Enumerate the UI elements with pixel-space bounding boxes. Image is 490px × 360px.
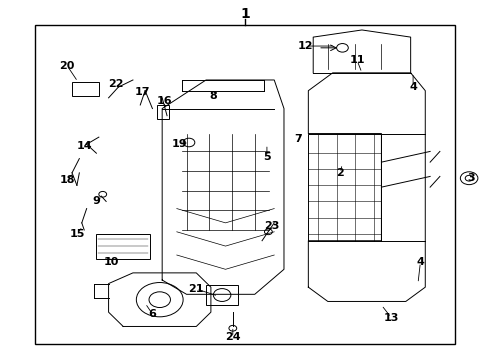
Text: 2: 2 <box>336 168 344 178</box>
Text: 14: 14 <box>76 141 92 151</box>
Text: 11: 11 <box>349 55 365 65</box>
Text: 7: 7 <box>294 134 302 144</box>
Bar <box>157 105 170 119</box>
Text: 24: 24 <box>225 332 241 342</box>
Text: 22: 22 <box>108 78 123 89</box>
Text: 13: 13 <box>384 312 399 323</box>
Text: 21: 21 <box>189 284 204 294</box>
Bar <box>35 24 455 344</box>
Text: 4: 4 <box>416 257 424 267</box>
Text: 3: 3 <box>468 173 475 183</box>
Bar <box>72 82 99 96</box>
Text: 1: 1 <box>240 7 250 21</box>
Bar <box>97 234 150 258</box>
Text: 18: 18 <box>59 175 75 185</box>
Text: 15: 15 <box>69 229 85 239</box>
Text: 23: 23 <box>264 221 279 231</box>
Text: 4: 4 <box>409 82 417 92</box>
Text: 8: 8 <box>209 91 217 101</box>
Text: 5: 5 <box>263 152 271 162</box>
Text: 20: 20 <box>59 61 75 71</box>
Text: 10: 10 <box>103 257 119 267</box>
Text: 16: 16 <box>157 96 172 107</box>
Bar <box>206 285 238 305</box>
Text: 9: 9 <box>93 197 100 206</box>
Text: 19: 19 <box>172 139 187 149</box>
Text: 17: 17 <box>135 87 150 98</box>
Bar <box>308 134 381 241</box>
Text: 6: 6 <box>148 309 156 319</box>
Text: 12: 12 <box>298 41 314 51</box>
